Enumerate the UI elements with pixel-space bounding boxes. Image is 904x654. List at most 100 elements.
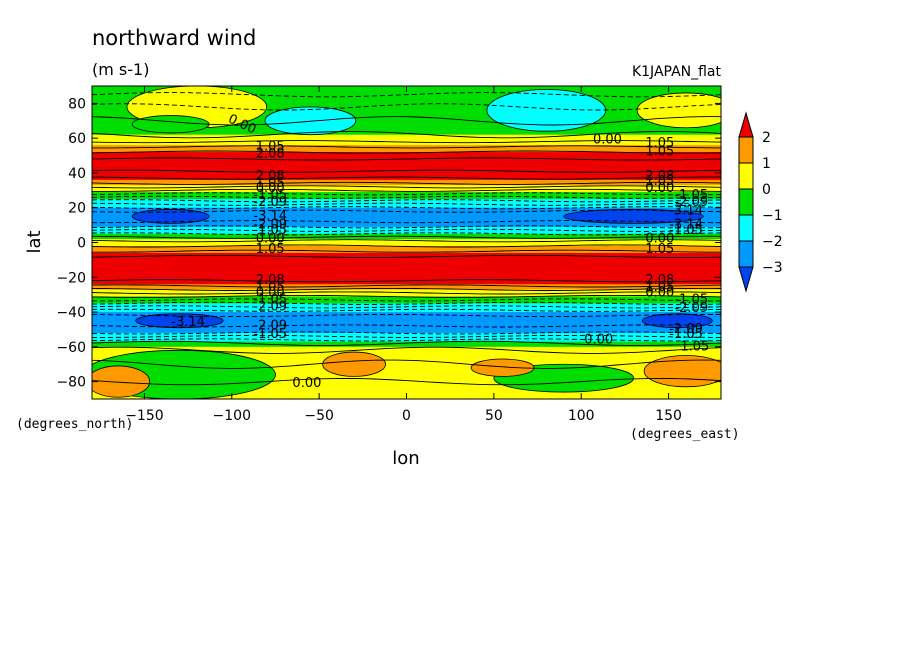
- colorbar-label: −1: [762, 208, 783, 224]
- contour-line: [92, 235, 721, 239]
- color-band: [92, 152, 721, 181]
- contour-label: 2.08: [256, 169, 285, 184]
- color-blob: [636, 92, 721, 129]
- contour-line: [92, 239, 721, 243]
- contour-line: [92, 338, 721, 342]
- contour-label: -1.05: [253, 292, 287, 307]
- contour-label: -2.09: [253, 218, 287, 233]
- x-tick-label: −50: [304, 408, 334, 424]
- contour-label: -1.05: [253, 327, 287, 342]
- color-blob: [322, 351, 386, 377]
- contour-label: 0.00: [256, 232, 285, 247]
- color-band: [92, 207, 721, 228]
- y-axis-label: lat: [24, 230, 45, 253]
- contour-line: [92, 291, 721, 295]
- color-band: [92, 296, 721, 304]
- color-band: [92, 245, 721, 254]
- x-axis-label: lon: [392, 448, 419, 469]
- contour-line: [92, 206, 721, 210]
- color-blob: [641, 313, 713, 329]
- contour-label: -2.09: [253, 195, 287, 210]
- x-tick-label: 150: [655, 408, 682, 424]
- y-tick-label: −20: [56, 270, 86, 286]
- y-tick-label: −80: [56, 375, 86, 391]
- y-tick-label: 40: [68, 166, 86, 182]
- contour-line: [92, 140, 721, 144]
- color-blob: [131, 209, 210, 224]
- contour-line: [92, 103, 721, 111]
- contour-line: [92, 301, 721, 305]
- contour-label: -3.14: [669, 204, 703, 219]
- color-band: [92, 312, 721, 334]
- contour-label: 0.00: [645, 181, 674, 196]
- contour-label: -1.05: [669, 223, 703, 238]
- contour-label: 0.00: [256, 285, 285, 300]
- color-blob: [135, 313, 224, 329]
- contour-label: 0.00: [645, 232, 674, 247]
- contour-label: 0.00: [292, 376, 321, 391]
- colorbar-top-arrow: [738, 111, 754, 138]
- contour-line: [92, 279, 721, 283]
- model-label: K1JAPAN_flat: [632, 64, 722, 80]
- contour-line: [92, 305, 721, 309]
- contour-label: -2.09: [674, 195, 708, 210]
- contour-line: [92, 340, 721, 346]
- colorbar-label: −3: [762, 260, 783, 276]
- x-axis-units: (degrees_east): [630, 427, 740, 442]
- contour-line: [92, 92, 721, 98]
- contour-line: [92, 169, 721, 173]
- contour-line: [92, 209, 721, 213]
- colorbar-swatch: [738, 240, 754, 268]
- contour-label: -3.14: [669, 218, 703, 233]
- contour-label: -1.05: [669, 327, 703, 342]
- color-band: [92, 289, 721, 298]
- contour-line: [92, 176, 721, 180]
- contour-line: [92, 314, 721, 318]
- contour-label: -1.05: [253, 223, 287, 238]
- color-band: [92, 185, 721, 193]
- contour-line: [92, 232, 721, 236]
- contour-line: [92, 378, 721, 386]
- colorbar-swatch: [738, 214, 754, 242]
- contour-line: [92, 254, 721, 258]
- contour-label: 0.00: [256, 181, 285, 196]
- contour-label: -2.09: [253, 299, 287, 314]
- contour-label: -1.05: [674, 188, 708, 203]
- contour-label: 1.05: [256, 139, 285, 154]
- contour-line: [92, 181, 721, 185]
- colorbar-bottom-arrow: [738, 266, 754, 293]
- y-tick-label: 60: [68, 131, 86, 147]
- contour-line: [92, 249, 721, 253]
- colorbar-swatch: [738, 188, 754, 216]
- contour-label: 1.05: [645, 174, 674, 189]
- color-band: [92, 303, 721, 313]
- contour-line: [92, 195, 721, 199]
- plot-area: 0.000.00 1.051.052.08 1.052.08 2.081.05 1.05…: [92, 86, 721, 399]
- contour-label: 1.05: [645, 136, 674, 151]
- y-tick-label: 0: [77, 236, 86, 252]
- contour-line: [92, 185, 721, 189]
- colorbar-label: 2: [762, 130, 771, 146]
- contour-line: [92, 157, 721, 161]
- contour-line: [92, 334, 721, 338]
- chart-units: (m s-1): [92, 60, 149, 79]
- contour-line: [92, 228, 721, 232]
- contour-label: -2.09: [253, 318, 287, 333]
- contour-line: [92, 131, 721, 139]
- contour-label: -3.14: [253, 209, 287, 224]
- color-band: [92, 284, 721, 291]
- y-axis-units: (degrees_north): [16, 417, 133, 432]
- color-band: [92, 199, 721, 209]
- contour-label: -2.09: [669, 322, 703, 337]
- contour-line: [92, 150, 721, 154]
- contour-label: 1.05: [645, 280, 674, 295]
- contour-labels: 0.000.00 1.051.052.08 1.052.08 2.081.05 1.05…: [171, 112, 709, 391]
- contour-line: [92, 202, 721, 206]
- color-band: [92, 341, 721, 348]
- x-axis-ticks: −150 −100 −50 0 50 100 150: [125, 86, 682, 424]
- contour-label: 1.05: [256, 242, 285, 257]
- contour-label: 1.05: [645, 242, 674, 257]
- contour-line: [92, 188, 721, 192]
- contour-label: 2.08: [645, 169, 674, 184]
